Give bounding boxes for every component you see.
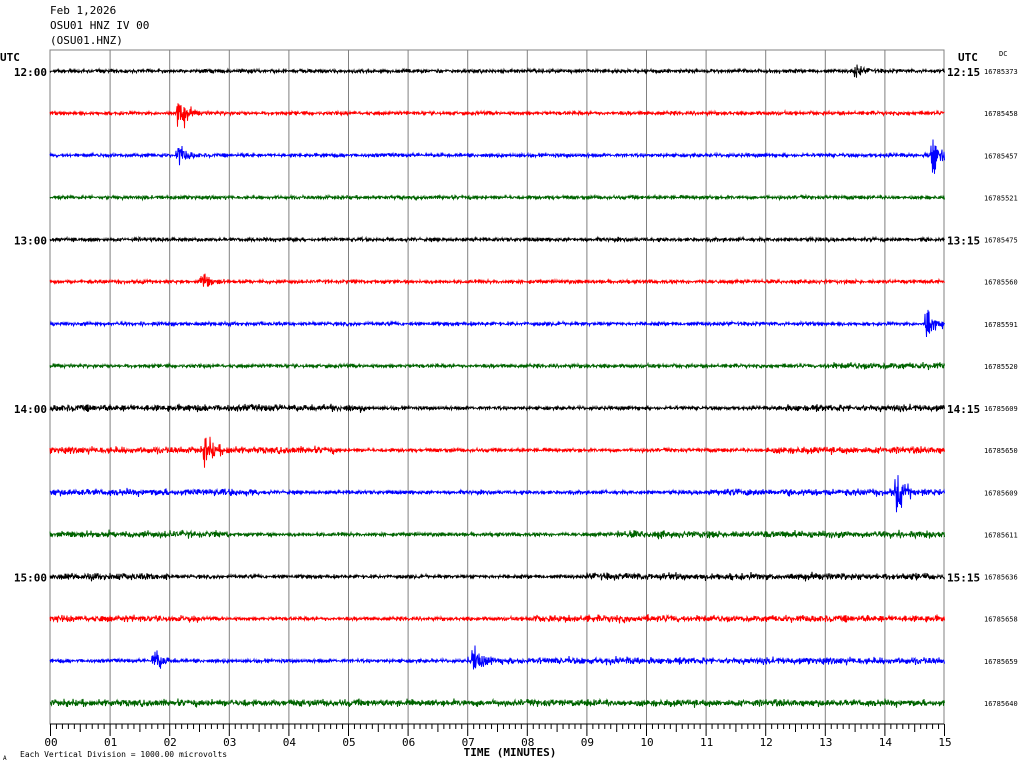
- seismic-trace: [49, 697, 945, 708]
- x-tick-label: 02: [164, 736, 177, 749]
- dc-offset-label: 16785659: [984, 658, 1018, 666]
- traces: 16785373 12:00 12:15 16785458 16785457 167855…: [14, 64, 1018, 708]
- x-tick-label: 10: [640, 736, 653, 749]
- x-tick-label: 05: [342, 736, 355, 749]
- x-axis: 00 01 02 03 04 05 06 07 08 09 10 11 12 13 14 15: [44, 723, 952, 749]
- seismic-trace: [49, 103, 945, 129]
- x-tick-label: 12: [760, 736, 773, 749]
- dc-offset-label: 16785611: [984, 531, 1018, 539]
- x-axis-title: TIME (MINUTES): [464, 746, 557, 759]
- vertical-division-footnote: Each Vertical Division = 1000.00 microvo…: [20, 750, 227, 759]
- x-tick-label: 04: [283, 736, 297, 749]
- seismic-trace: [49, 529, 945, 540]
- right-time-label: 13:15: [947, 235, 980, 248]
- dc-offset-label: 16785658: [984, 616, 1018, 624]
- left-time-label: 15:00: [14, 572, 47, 585]
- x-tick-label: 09: [581, 736, 594, 749]
- x-tick-label: 13: [819, 736, 832, 749]
- right-time-label: 12:15: [947, 66, 980, 79]
- x-tick-label: 15: [938, 736, 951, 749]
- seismic-trace: [49, 64, 945, 78]
- utc-right-label: UTC: [958, 51, 978, 64]
- seismic-trace: [49, 403, 945, 413]
- seismic-trace: [49, 613, 945, 624]
- seismic-trace: [49, 571, 945, 582]
- left-time-label: 12:00: [14, 66, 47, 79]
- dc-offset-label: 16785458: [984, 110, 1018, 118]
- dc-offset-label: 16785650: [984, 447, 1018, 455]
- header-station: OSU01 HNZ IV 00: [50, 19, 150, 32]
- seismic-trace: [49, 436, 945, 468]
- seismic-trace: [49, 193, 945, 202]
- dc-offset-label: 16785475: [984, 237, 1018, 245]
- left-time-label: 14:00: [14, 403, 47, 416]
- dc-offset-label: 16785521: [984, 194, 1018, 202]
- x-tick-label: 00: [44, 736, 57, 749]
- header-channel: (OSU01.HNZ): [50, 34, 123, 47]
- dc-offset-label: 16785520: [984, 363, 1018, 371]
- x-tick-label: 07: [462, 736, 475, 749]
- seismic-trace: [49, 645, 945, 670]
- dc-offset-label: 16785609: [984, 405, 1018, 413]
- x-tick-label: 06: [402, 736, 415, 749]
- header-date: Feb 1,2026: [50, 4, 117, 17]
- x-tick-label: 03: [223, 736, 236, 749]
- seismic-trace: [49, 139, 945, 174]
- right-time-label: 15:15: [947, 572, 980, 585]
- x-tick-label: 01: [104, 736, 117, 749]
- corner-mark: A: [3, 755, 7, 762]
- dc-offset-label: 16785591: [984, 321, 1018, 329]
- seismic-trace: [49, 235, 945, 244]
- seismic-trace: [49, 273, 945, 287]
- dc-offset-label: 16785636: [984, 574, 1018, 582]
- utc-left-label: UTC: [0, 51, 20, 64]
- x-tick-label: 08: [521, 736, 534, 749]
- seismic-trace: [49, 361, 945, 371]
- dc-label: DC: [999, 50, 1007, 58]
- dc-offset-label: 16785640: [984, 700, 1018, 708]
- dc-offset-label: 16785457: [984, 152, 1018, 160]
- dc-offset-label: 16785560: [984, 279, 1018, 287]
- seismic-trace: [50, 309, 945, 338]
- x-tick-label: 14: [879, 736, 893, 749]
- dc-offset-label: 16785609: [984, 489, 1018, 497]
- left-time-label: 13:00: [14, 235, 47, 248]
- right-time-label: 14:15: [947, 403, 980, 416]
- dc-offset-label: 16785373: [984, 68, 1018, 76]
- seismic-trace: [49, 475, 945, 513]
- x-tick-label: 11: [700, 736, 713, 749]
